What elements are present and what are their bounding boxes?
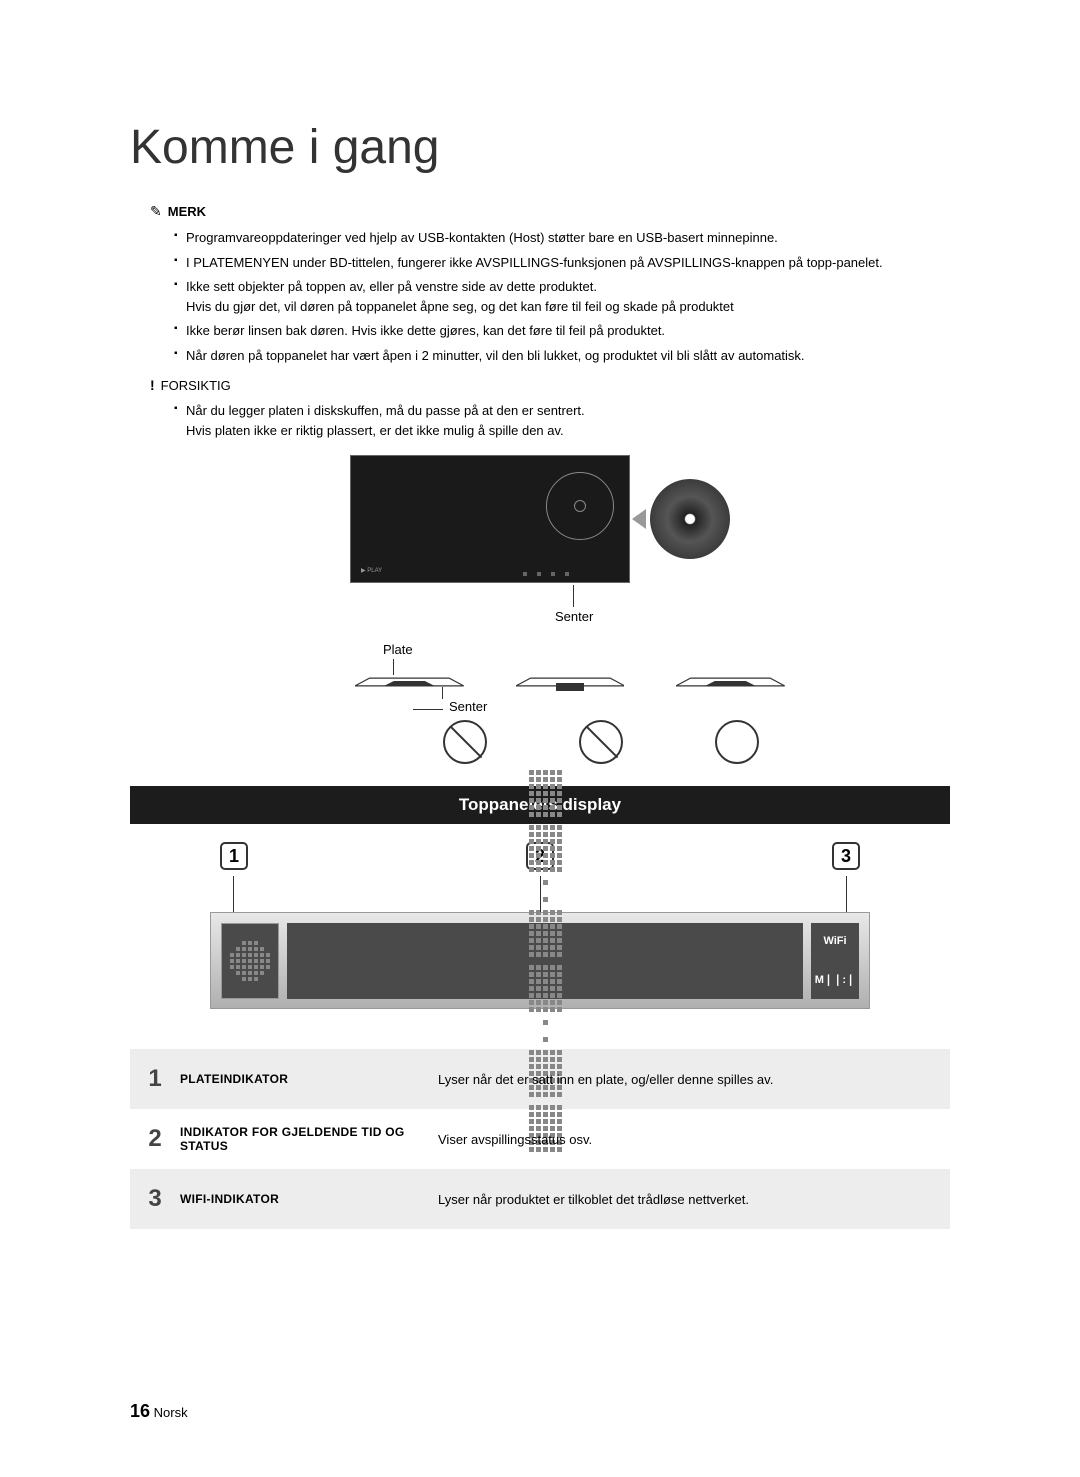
device-diagram: ▶ PLAY Senter Plate bbox=[295, 455, 785, 764]
row-number: 1 bbox=[130, 1049, 180, 1109]
tray-diagram: Plate Senter bbox=[355, 642, 785, 764]
note-item: Ikke sett objekter på toppen av, eller p… bbox=[174, 277, 950, 316]
page-language: Norsk bbox=[154, 1405, 188, 1420]
page-title: Komme i gang bbox=[130, 120, 950, 175]
control-buttons bbox=[523, 572, 569, 576]
wifi-label: WiFi bbox=[823, 935, 846, 947]
note-list: Programvareoppdateringer ved hjelp av US… bbox=[150, 228, 950, 365]
caution-item: Når du legger platen i diskskuffen, må d… bbox=[174, 401, 950, 440]
page-footer: 16 Norsk bbox=[130, 1401, 188, 1422]
row-desc: Lyser når produktet er tilkoblet det trå… bbox=[430, 1169, 950, 1229]
caution-icon: ! bbox=[150, 377, 155, 393]
note-section: ✎ MERK Programvareoppdateringer ved hjel… bbox=[150, 203, 950, 365]
tray-icon bbox=[676, 675, 785, 687]
allowed-icon bbox=[715, 720, 759, 764]
device-box: ▶ PLAY bbox=[350, 455, 630, 583]
row-number: 2 bbox=[130, 1109, 180, 1169]
note-item: Ikke berør linsen bak døren. Hvis ikke d… bbox=[174, 321, 950, 341]
tray-icon bbox=[355, 675, 464, 687]
indicator-badge: 1 bbox=[220, 842, 248, 870]
note-item: Programvareoppdateringer ved hjelp av US… bbox=[174, 228, 950, 248]
indicator-badge: 3 bbox=[832, 842, 860, 870]
note-item: I PLATEMENYEN under BD-tittelen, fungere… bbox=[174, 253, 950, 273]
tray-icon bbox=[516, 675, 625, 687]
caution-label: FORSIKTIG bbox=[161, 378, 231, 393]
row-desc: Lyser når det er satt inn en plate, og/e… bbox=[430, 1049, 950, 1109]
row-label: WIFI-INDIKATOR bbox=[180, 1169, 430, 1229]
page-number: 16 bbox=[130, 1401, 150, 1421]
display-panel-area: 1 2 3 WiFi M❘❘:❘ bbox=[210, 842, 870, 1009]
display-panel: WiFi M❘❘:❘ bbox=[210, 912, 870, 1009]
plate-label: Plate bbox=[383, 642, 785, 657]
time-status-display bbox=[287, 923, 803, 999]
disc-slot-icon bbox=[546, 472, 614, 540]
prohibit-icon bbox=[443, 720, 487, 764]
wifi-indicator-icon: WiFi M❘❘:❘ bbox=[811, 923, 859, 999]
senter-label: Senter bbox=[449, 699, 487, 714]
note-label: MERK bbox=[168, 204, 206, 219]
table-row: 3 WIFI-INDIKATOR Lyser når produktet er … bbox=[130, 1169, 950, 1229]
caution-section: ! FORSIKTIG Når du legger platen i disks… bbox=[150, 377, 950, 440]
prohibit-icon bbox=[579, 720, 623, 764]
note-item: Når døren på toppanelet har vært åpen i … bbox=[174, 346, 950, 366]
row-desc: Viser avspillingsstatus osv. bbox=[430, 1109, 950, 1169]
arrow-icon bbox=[632, 509, 646, 529]
disc-icon bbox=[650, 479, 730, 559]
mute-label: M❘❘:❘ bbox=[815, 973, 855, 986]
row-label: PLATEINDIKATOR bbox=[180, 1049, 430, 1109]
row-number: 3 bbox=[130, 1169, 180, 1229]
row-label: INDIKATOR FOR GJELDENDE TID OG STATUS bbox=[180, 1109, 430, 1169]
indicator-table: 1 PLATEINDIKATOR Lyser når det er satt i… bbox=[130, 1049, 950, 1229]
disc-indicator-icon bbox=[221, 923, 279, 999]
caution-list: Når du legger platen i diskskuffen, må d… bbox=[150, 401, 950, 440]
play-indicator: ▶ PLAY bbox=[361, 567, 382, 574]
note-icon: ✎ bbox=[150, 203, 162, 220]
senter-label: Senter bbox=[555, 609, 785, 624]
